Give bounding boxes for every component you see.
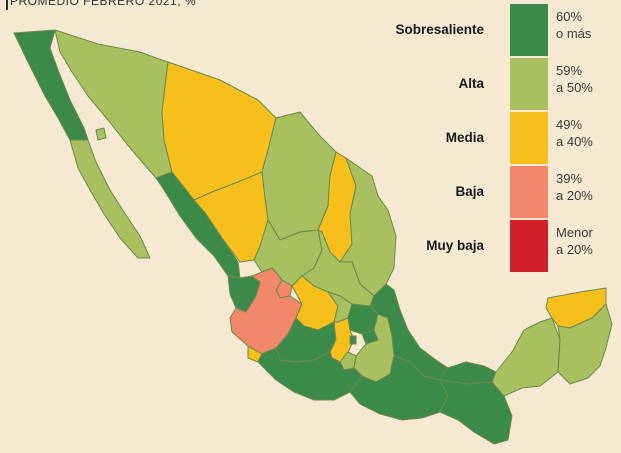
legend-range-line1: Menor bbox=[556, 225, 593, 240]
legend-range-line2: a 50% bbox=[556, 80, 593, 95]
legend-range-line2: a 40% bbox=[556, 134, 593, 149]
state-baja-california-sur bbox=[69, 139, 151, 259]
state-chiapas bbox=[439, 379, 513, 445]
island-isla-tiburon bbox=[95, 127, 107, 141]
legend-item-alta: Alta 59% a 50% bbox=[390, 58, 620, 112]
legend-range: Menor a 20% bbox=[556, 224, 593, 258]
legend-swatch bbox=[510, 58, 548, 110]
legend-swatch bbox=[510, 220, 548, 272]
map-subtitle: PROMEDIO FEBRERO 2021, % bbox=[10, 0, 197, 8]
state-campeche bbox=[491, 317, 561, 397]
legend-label: Muy baja bbox=[426, 238, 484, 253]
legend-item-sobresaliente: Sobresaliente 60% o más bbox=[390, 4, 620, 58]
legend-range: 59% a 50% bbox=[556, 62, 593, 96]
legend-range-line1: 60% bbox=[556, 9, 583, 24]
legend-item-muy-baja: Muy baja Menor a 20% bbox=[390, 220, 620, 274]
state-ciudad-de-mexico bbox=[349, 335, 357, 345]
state-tabasco bbox=[439, 361, 497, 385]
state-guerrero bbox=[257, 347, 363, 401]
legend-swatch bbox=[510, 4, 548, 56]
legend-label: Media bbox=[445, 130, 484, 145]
legend-range-line1: 59% bbox=[556, 63, 583, 78]
state-quintana-roo bbox=[557, 303, 613, 385]
legend-swatch bbox=[510, 112, 548, 164]
legend-swatch bbox=[510, 166, 548, 218]
legend-range-line2: o más bbox=[556, 26, 592, 41]
legend-range-line1: 49% bbox=[556, 117, 583, 132]
legend-range-line2: a 20% bbox=[556, 242, 593, 257]
legend-range: 60% o más bbox=[556, 8, 591, 42]
legend-item-media: Media 49% a 40% bbox=[390, 112, 620, 166]
legend-range-line2: a 20% bbox=[556, 188, 593, 203]
subtitle-bar bbox=[6, 0, 8, 10]
legend-label: Baja bbox=[455, 184, 484, 199]
legend-item-baja: Baja 39% a 20% bbox=[390, 166, 620, 220]
legend-range: 39% a 20% bbox=[556, 170, 593, 204]
legend-label: Sobresaliente bbox=[395, 22, 484, 37]
legend-range-line1: 39% bbox=[556, 171, 583, 186]
legend-label: Alta bbox=[458, 76, 484, 91]
legend-range: 49% a 40% bbox=[556, 116, 593, 150]
